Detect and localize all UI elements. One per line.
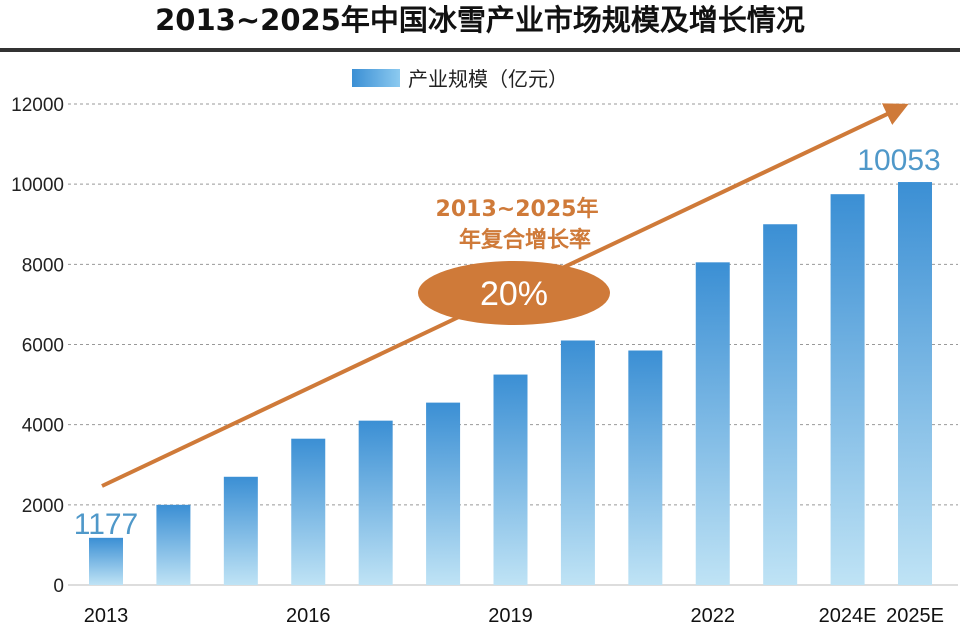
bar-2016 <box>291 438 326 585</box>
cagr-value: 20% <box>480 275 548 313</box>
y-tick-2000: 2000 <box>22 496 64 517</box>
bar-2019 <box>493 374 528 585</box>
chart-title: 2013~2025年中国冰雪产业市场规模及增长情况 <box>155 3 805 37</box>
legend: 产业规模（亿元） <box>352 67 568 91</box>
y-tick-10000: 10000 <box>11 175 64 196</box>
x-tick-2025E: 2025E <box>886 605 944 627</box>
bar-2023 <box>763 224 798 585</box>
x-tick-2016: 2016 <box>286 605 331 627</box>
bar-2021 <box>628 350 663 585</box>
bar-2014 <box>156 504 191 585</box>
bar-2020 <box>560 340 595 585</box>
bar-2013 <box>89 537 123 585</box>
bar-2018 <box>426 402 461 585</box>
bar-2022 <box>695 262 730 585</box>
cagr-ellipse <box>418 261 610 325</box>
cagr-annotation: 2013~2025年 年复合增长率 20% <box>101 103 909 488</box>
x-tick-2019: 2019 <box>488 605 533 627</box>
y-tick-0: 0 <box>53 576 64 597</box>
legend-label: 产业规模（亿元） <box>408 67 568 91</box>
cagr-line1: 2013~2025年 <box>436 196 599 222</box>
cagr-line2: 年复合增长率 <box>459 227 591 253</box>
y-tick-12000: 12000 <box>11 95 64 116</box>
bar-2017 <box>358 420 393 585</box>
bar-2015 <box>223 476 258 585</box>
y-tick-4000: 4000 <box>22 416 64 437</box>
data-label-last: 10053 <box>857 144 940 177</box>
x-tick-2022: 2022 <box>691 605 736 627</box>
title-underline <box>0 48 960 52</box>
y-tick-6000: 6000 <box>22 336 64 357</box>
legend-swatch <box>352 69 400 87</box>
bar-2025E <box>898 182 932 586</box>
data-label-first: 1177 <box>74 508 139 541</box>
bar-2024E <box>830 194 865 585</box>
x-tick-2024E: 2024E <box>819 605 877 627</box>
y-tick-8000: 8000 <box>22 255 64 276</box>
x-tick-2013: 2013 <box>84 605 129 627</box>
